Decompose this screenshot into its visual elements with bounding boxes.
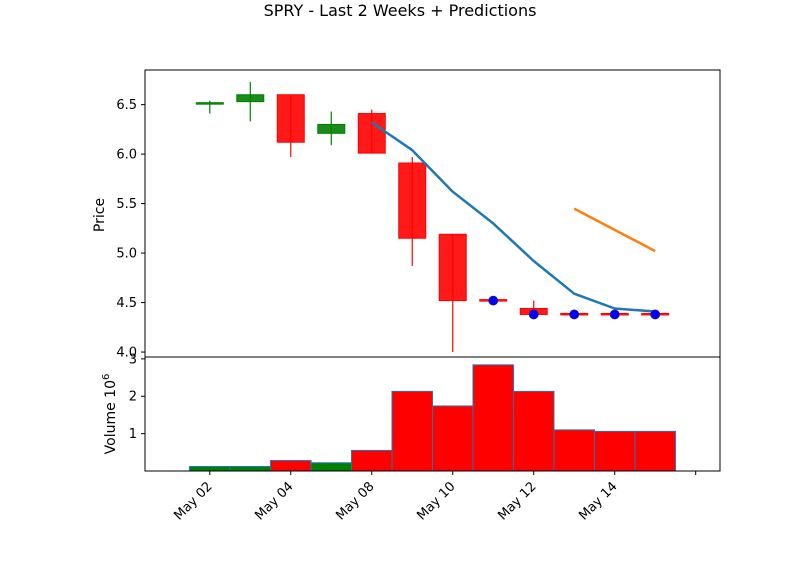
price-marker <box>609 309 620 320</box>
volume-bar <box>512 390 555 472</box>
volume-bar <box>270 460 312 472</box>
volume-bar <box>351 449 393 472</box>
moving-average-line <box>371 121 656 313</box>
candle-body <box>317 123 346 134</box>
price-ytick-label: 4.5 <box>116 296 137 311</box>
price-ytick-label: 6.5 <box>116 98 137 113</box>
price-marker <box>488 295 499 306</box>
price-marker <box>650 309 661 320</box>
x-tick-label: May 12 <box>495 479 539 523</box>
price-axis-label: Price <box>92 198 108 232</box>
candle-body <box>357 113 386 154</box>
candle-body <box>236 94 265 103</box>
price-panel: 4.0 4.5 5.0 5.5 6.0 6.5 <box>116 69 721 361</box>
volume-bar <box>229 466 272 472</box>
volume-ytick-label: 1 <box>129 427 137 442</box>
volume-bar <box>634 430 676 472</box>
volume-frame <box>144 356 721 472</box>
candle-body <box>438 233 467 302</box>
volume-bar <box>391 390 434 472</box>
price-ytick-label: 6.0 <box>116 148 137 163</box>
x-tick-label: May 08 <box>333 479 377 523</box>
x-axis: May 02 May 04 May 08 May 10 May 12 May 14 <box>171 471 697 523</box>
prediction-line <box>573 207 656 253</box>
candle-body <box>195 102 224 105</box>
chart-title: SPRY - Last 2 Weeks + Predictions <box>263 1 537 20</box>
price-marker <box>569 309 580 320</box>
price-ytick-label: 4.0 <box>116 346 137 361</box>
x-tick-label: May 02 <box>171 479 215 523</box>
volume-bar <box>553 429 595 472</box>
volume-axis-label: Volume 106 <box>101 374 119 455</box>
candle-body <box>398 162 427 239</box>
volume-ytick-label: 2 <box>129 390 137 405</box>
candle-body <box>276 94 305 143</box>
volume-bar <box>472 364 514 472</box>
price-marker <box>528 309 539 320</box>
volume-axis-exponent: 6 <box>101 374 112 380</box>
volume-bar <box>593 430 636 472</box>
volume-bar <box>432 405 474 472</box>
volume-bar <box>310 462 353 472</box>
price-ytick-label: 5.5 <box>116 197 137 212</box>
price-ytick-label: 5.0 <box>116 247 137 262</box>
x-tick-label: May 10 <box>414 479 458 523</box>
price-plot-area <box>145 70 720 357</box>
x-tick-label: May 14 <box>576 479 620 523</box>
volume-panel: 1 2 3 <box>129 352 721 472</box>
volume-ytick-label: 3 <box>129 352 137 367</box>
volume-bar <box>189 466 231 472</box>
x-tick-label: May 04 <box>252 479 296 523</box>
